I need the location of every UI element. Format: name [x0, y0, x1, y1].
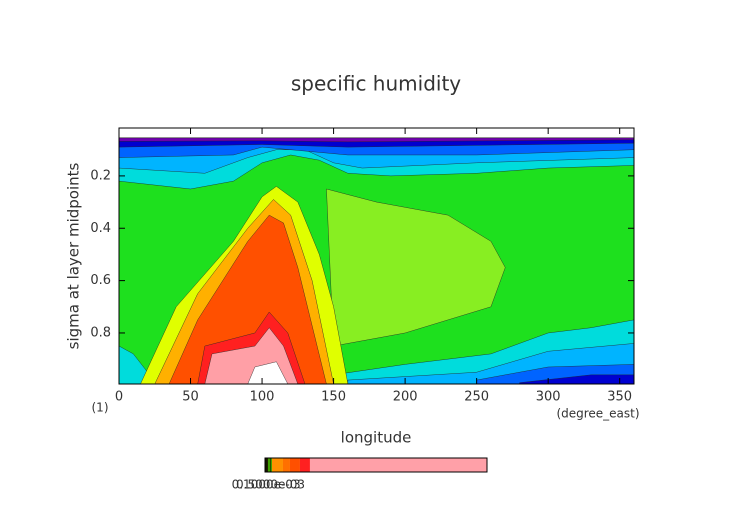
x-tick-label: 350: [607, 390, 632, 405]
y-tick-label: 0.6: [90, 273, 111, 288]
x-tick-label: 0: [115, 390, 123, 405]
colorbar-segment: [289, 458, 300, 472]
contour-region: [118, 127, 635, 139]
x-tick-label: 50: [182, 390, 199, 405]
x-tick-label: 100: [250, 390, 275, 405]
y-units: (1): [92, 401, 109, 415]
plot-frame: [118, 127, 635, 385]
contour-region: [326, 188, 506, 347]
x-tick-label: 250: [464, 390, 489, 405]
colorbar-segment: [299, 458, 310, 472]
x-axis-label: longitude: [341, 429, 412, 447]
x-tick-label: 300: [536, 390, 561, 405]
colorbar-segment: [282, 458, 290, 472]
colorbar-segment: [271, 458, 283, 472]
chart-title: specific humidity: [291, 72, 461, 96]
y-tick-label: 0.2: [90, 168, 111, 183]
colorbar-tick-label: 0.1000e-03: [232, 478, 301, 492]
x-units: (degree_east): [556, 407, 639, 421]
y-axis-label: sigma at layer midpoints: [65, 162, 83, 349]
colorbar-segment: [267, 458, 272, 472]
x-tick-label: 150: [321, 390, 346, 405]
colorbar-segment: [309, 458, 487, 472]
y-tick-label: 0.4: [90, 221, 111, 236]
x-tick-label: 200: [393, 390, 418, 405]
colorbar-segment: [265, 458, 268, 472]
colorbar-frame: [264, 457, 488, 473]
y-tick-label: 0.8: [90, 325, 111, 340]
colorbar-tick-label: 0.5000e-03: [236, 478, 305, 492]
